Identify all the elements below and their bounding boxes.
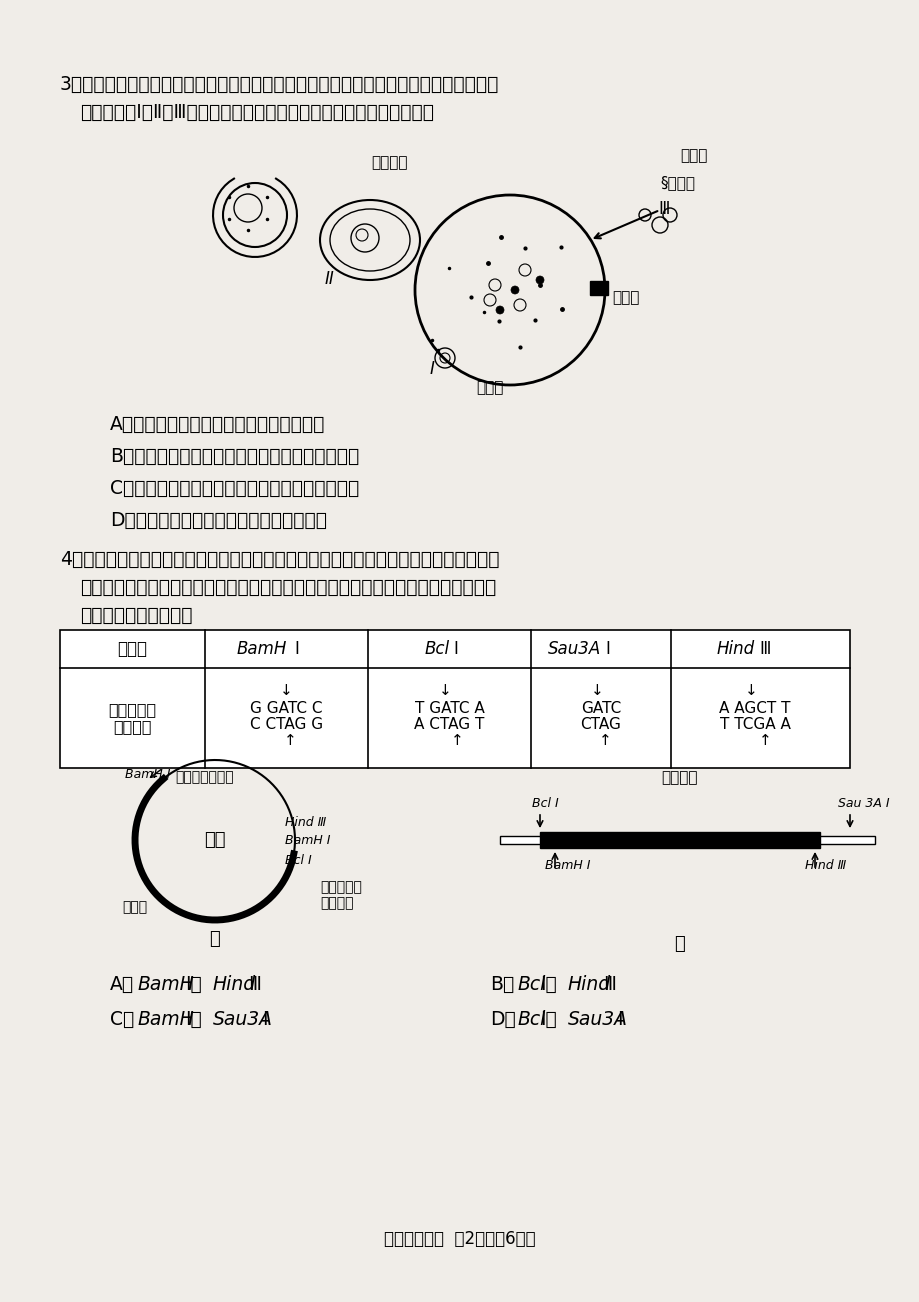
- Text: 3．细胞自噬是细胞内受损、变性、衰老的蛋白质或细胞器运输到溶酶体内并进行降解的: 3．细胞自噬是细胞内受损、变性、衰老的蛋白质或细胞器运输到溶酶体内并进行降解的: [60, 76, 499, 94]
- Text: 启动子: 启动子: [122, 900, 147, 914]
- Text: 选用哪两种限制酶切割: 选用哪两种限制酶切割: [80, 605, 192, 625]
- Text: ↓: ↓: [590, 684, 603, 698]
- Text: II: II: [324, 270, 335, 288]
- Text: 膜蛋白: 膜蛋白: [611, 290, 639, 305]
- Text: 质粒: 质粒: [204, 831, 225, 849]
- Text: 识别序列及
切割位点: 识别序列及 切割位点: [108, 702, 156, 734]
- Text: 氨苄青霉素
抗性基因: 氨苄青霉素 抗性基因: [320, 880, 361, 910]
- Text: BamH Ⅰ: BamH Ⅰ: [544, 859, 590, 872]
- Text: T TCGA A: T TCGA A: [719, 717, 789, 732]
- Bar: [589, 281, 607, 296]
- Text: 目的基因: 目的基因: [661, 769, 698, 785]
- Text: Hind: Hind: [567, 975, 610, 993]
- Text: ↑: ↑: [284, 733, 297, 749]
- Text: Ⅰ和: Ⅰ和: [539, 1010, 556, 1029]
- Circle shape: [510, 286, 518, 294]
- Text: Ⅰ: Ⅰ: [605, 641, 609, 658]
- Text: Ⅰ: Ⅰ: [453, 641, 458, 658]
- Text: Sau3A: Sau3A: [567, 1010, 628, 1029]
- Text: Ⅰ: Ⅰ: [294, 641, 299, 658]
- Bar: [539, 832, 819, 848]
- Text: C CTAG G: C CTAG G: [250, 717, 323, 732]
- Text: BamH: BamH: [236, 641, 286, 658]
- Text: Sau3A: Sau3A: [547, 641, 600, 658]
- Text: 甲: 甲: [210, 930, 221, 948]
- Bar: [499, 836, 539, 844]
- Bar: [60, 630, 849, 768]
- Text: Ⅲ: Ⅲ: [657, 201, 669, 217]
- Text: 四环素抗性基因: 四环素抗性基因: [176, 769, 234, 784]
- Text: BamH: BamH: [138, 1010, 195, 1029]
- Text: T GATC A: T GATC A: [414, 700, 483, 716]
- Text: 4．下表是几种限制酶识别序列及其切割位点，图甲、图乙中标注了相关限制酶的酶切位: 4．下表是几种限制酶识别序列及其切割位点，图甲、图乙中标注了相关限制酶的酶切位: [60, 549, 499, 569]
- Text: C．: C．: [110, 1010, 134, 1029]
- Text: 自噬小泡: 自噬小泡: [371, 155, 408, 171]
- Text: BamH Ⅰ: BamH Ⅰ: [285, 833, 330, 846]
- Text: CTAG: CTAG: [580, 717, 620, 732]
- Text: Hind: Hind: [213, 975, 255, 993]
- Text: 点，其中切割位点相同的酶不重复标注。用图中质粒和目的基因构建重组质粒，最宜: 点，其中切割位点相同的酶不重复标注。用图中质粒和目的基因构建重组质粒，最宜: [80, 578, 495, 598]
- Text: A CTAG T: A CTAG T: [414, 717, 484, 732]
- Text: 溶酶体: 溶酶体: [476, 380, 503, 395]
- Text: BamH Ⅰ: BamH Ⅰ: [125, 768, 170, 781]
- Text: Bcl Ⅰ: Bcl Ⅰ: [531, 797, 558, 810]
- Text: Ⅰ和: Ⅰ和: [185, 1010, 201, 1029]
- Text: 乙: 乙: [674, 935, 685, 953]
- Text: ↓: ↓: [438, 684, 451, 698]
- Text: Ⅰ: Ⅰ: [262, 1010, 267, 1029]
- Text: 过程。下图Ⅰ、Ⅱ、Ⅲ分别表示细胞自噬的三种方式，相关说法正确的是: 过程。下图Ⅰ、Ⅱ、Ⅲ分别表示细胞自噬的三种方式，相关说法正确的是: [80, 103, 434, 122]
- Text: Hind: Hind: [716, 641, 754, 658]
- Text: Hind Ⅲ: Hind Ⅲ: [285, 815, 326, 828]
- Text: GATC: GATC: [580, 700, 620, 716]
- Text: I: I: [429, 359, 435, 378]
- Text: Bcl: Bcl: [517, 975, 546, 993]
- Text: Sau3A: Sau3A: [213, 1010, 273, 1029]
- Text: Bcl: Bcl: [424, 641, 449, 658]
- Text: Ⅰ和: Ⅰ和: [539, 975, 556, 993]
- Text: ↑: ↑: [758, 733, 770, 749]
- Bar: [819, 836, 874, 844]
- Text: Bcl Ⅰ: Bcl Ⅰ: [285, 854, 312, 867]
- Text: §蛋白质: §蛋白质: [659, 174, 694, 190]
- Circle shape: [495, 306, 504, 314]
- Text: D．细胞自噬与细胞凋亡都将导致细胞死亡: D．细胞自噬与细胞凋亡都将导致细胞死亡: [110, 510, 326, 530]
- Text: 高三生物试卷  第2页（共6页）: 高三生物试卷 第2页（共6页）: [384, 1230, 535, 1249]
- Text: Ⅲ: Ⅲ: [758, 641, 769, 658]
- Text: BamH: BamH: [138, 975, 195, 993]
- Text: Ⅲ: Ⅲ: [602, 975, 616, 993]
- Text: B．: B．: [490, 975, 514, 993]
- Text: B．进入细胞的有害物质都能被溶酶体中的酶分解: B．进入细胞的有害物质都能被溶酶体中的酶分解: [110, 447, 358, 466]
- Text: D．: D．: [490, 1010, 516, 1029]
- Text: ↓: ↓: [279, 684, 292, 698]
- Text: Ⅰ和: Ⅰ和: [185, 975, 201, 993]
- Text: 蛋白质: 蛋白质: [679, 148, 707, 163]
- Text: ↓: ↓: [743, 684, 756, 698]
- Text: Ⅲ: Ⅲ: [248, 975, 261, 993]
- Text: ↑: ↑: [598, 733, 611, 749]
- Text: A．溶酶体中的水解酶是在溶酶体内合成的: A．溶酶体中的水解酶是在溶酶体内合成的: [110, 415, 325, 434]
- Text: G GATC C: G GATC C: [250, 700, 323, 716]
- Text: ↑: ↑: [450, 733, 463, 749]
- Text: Ⅰ: Ⅰ: [617, 1010, 622, 1029]
- Circle shape: [536, 276, 543, 284]
- Text: Hind Ⅲ: Hind Ⅲ: [804, 859, 845, 872]
- Text: C．自噬小泡与溶酶体融合体现了生物膜的流动性: C．自噬小泡与溶酶体融合体现了生物膜的流动性: [110, 479, 358, 497]
- Text: Sau 3A Ⅰ: Sau 3A Ⅰ: [837, 797, 889, 810]
- Text: A AGCT T: A AGCT T: [719, 700, 790, 716]
- Text: 限制酶: 限制酶: [118, 641, 147, 658]
- Text: A．: A．: [110, 975, 134, 993]
- Text: Bcl: Bcl: [517, 1010, 546, 1029]
